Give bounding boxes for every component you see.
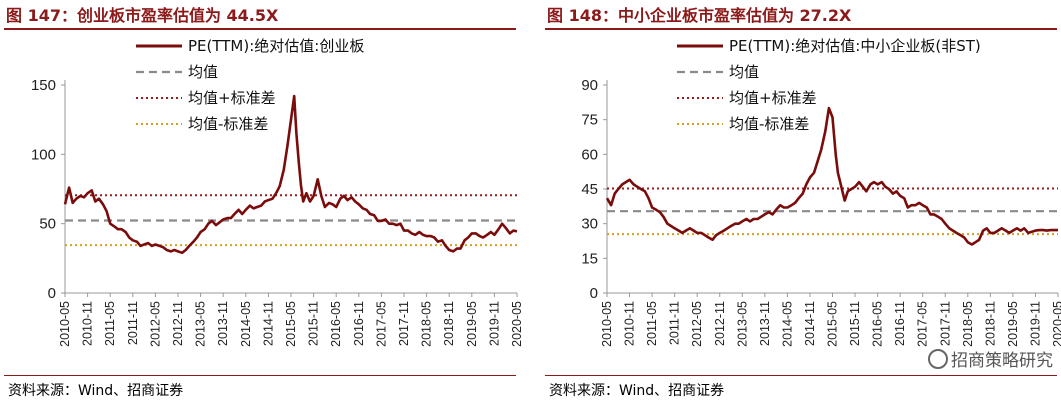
x-tick-label: 2012-11 [713, 301, 727, 346]
title-rule [545, 28, 1057, 30]
x-tick-label: 2016-11 [893, 301, 907, 346]
x-tick-label: 2014-11 [261, 301, 275, 346]
y-tick-label: 150 [31, 77, 56, 94]
source-note: 资料来源：Wind、招商证券 [8, 383, 184, 399]
x-tick-label: 2010-11 [623, 301, 637, 346]
x-tick-label: 2013-05 [194, 301, 208, 347]
x-tick-label: 2017-05 [916, 301, 930, 347]
legend-label: PE(TTM):绝对估值:中小企业板(非ST) [729, 37, 981, 55]
watermark-text: 招商策略研究 [951, 351, 1053, 371]
y-tick-label: 0 [48, 285, 56, 302]
y-tick-label: 100 [31, 146, 56, 163]
y-tick-label: 60 [581, 146, 598, 163]
source-rule [545, 375, 1057, 376]
x-tick-label: 2015-11 [307, 301, 321, 346]
pe-line [605, 106, 1058, 246]
source-note: 资料来源：Wind、招商证券 [549, 383, 725, 399]
x-tick-label: 2014-05 [780, 301, 794, 347]
x-tick-label: 2012-05 [148, 301, 162, 347]
chart-canvas: 0 50 100 150 2010-05 2010-11 2011-05 2011-11 201… [31, 37, 524, 347]
x-tick-label: 2018-11 [442, 301, 456, 346]
x-tick-label: 2020-05 [510, 301, 524, 347]
x-tick-label: 2012-11 [171, 301, 185, 346]
x-tick-label: 2011-11 [668, 301, 682, 345]
source-rule [4, 375, 516, 376]
x-tick-label: 2012-05 [690, 301, 704, 347]
x-tick-label: 2013-05 [735, 301, 749, 347]
x-tick-label: 2013-11 [758, 301, 772, 346]
x-tick-label: 2011-05 [645, 301, 659, 346]
x-tick-label: 2020-05 [1051, 301, 1061, 347]
x-tick-label: 2017-11 [397, 301, 411, 346]
x-tick-label: 2015-11 [848, 301, 862, 346]
y-tick-label: 45 [581, 181, 598, 198]
y-tick-label: 0 [590, 285, 598, 302]
legend-label: PE(TTM):绝对估值:创业板 [188, 37, 364, 55]
legend-label: 均值+标准差 [729, 89, 817, 107]
chart-panel-right: 图 148：中小企业板市盈率估值为 27.2X 0 15 30 45 60 75 90 201… [541, 0, 1061, 408]
figure-title: 图 147：创业板市盈率估值为 44.5X [6, 6, 279, 25]
y-tick-label: 50 [39, 216, 56, 233]
chart-canvas: 0 15 30 45 60 75 90 2010-05 2010-11 2011-05 2011-1… [581, 37, 1061, 347]
x-tick-label: 2017-05 [374, 301, 388, 347]
legend-label: 均值-标准差 [729, 115, 809, 133]
x-tick-label: 2018-11 [983, 301, 997, 346]
x-tick-label: 2019-11 [487, 301, 501, 346]
x-tick-label: 2013-11 [216, 301, 230, 346]
x-tick-label: 2010-05 [600, 301, 614, 347]
x-tick-label: 2015-05 [826, 301, 840, 347]
x-tick-label: 2016-05 [871, 301, 885, 347]
x-tick-label: 2014-05 [239, 301, 253, 347]
x-tick-label: 2015-05 [284, 301, 298, 347]
x-tick-label: 2016-05 [329, 301, 343, 347]
x-tick-label: 2010-05 [58, 301, 72, 347]
y-tick-label: 30 [581, 216, 598, 233]
x-tick-label: 2018-05 [961, 301, 975, 347]
x-tick-label: 2019-05 [1006, 301, 1020, 347]
x-tick-label: 2011-11 [126, 301, 140, 345]
x-tick-label: 2014-11 [803, 301, 817, 346]
pe-line [63, 94, 518, 255]
watermark: 招商策略研究 [928, 346, 1053, 371]
y-tick-label: 15 [581, 250, 598, 267]
x-tick-label: 2019-05 [465, 301, 479, 347]
x-tick-label: 2019-11 [1028, 301, 1042, 346]
x-tick-label: 2016-11 [352, 301, 366, 346]
x-tick-label: 2011-05 [103, 301, 117, 346]
legend-label: 均值+标准差 [188, 89, 276, 107]
y-tick-label: 75 [581, 112, 598, 129]
x-tick-label: 2010-11 [81, 301, 95, 346]
title-rule [4, 28, 516, 30]
figure-title: 图 148：中小企业板市盈率估值为 27.2X [547, 6, 852, 25]
y-tick-label: 90 [581, 77, 598, 94]
x-tick-label: 2018-05 [420, 301, 434, 347]
wechat-icon [928, 349, 948, 369]
legend-label: 均值 [188, 63, 218, 81]
legend-label: 均值-标准差 [188, 115, 268, 133]
x-tick-label: 2017-11 [938, 301, 952, 346]
legend-label: 均值 [729, 63, 759, 81]
chart-panel-left: 图 147：创业板市盈率估值为 44.5X 0 50 100 150 2010-05 20… [0, 0, 524, 408]
